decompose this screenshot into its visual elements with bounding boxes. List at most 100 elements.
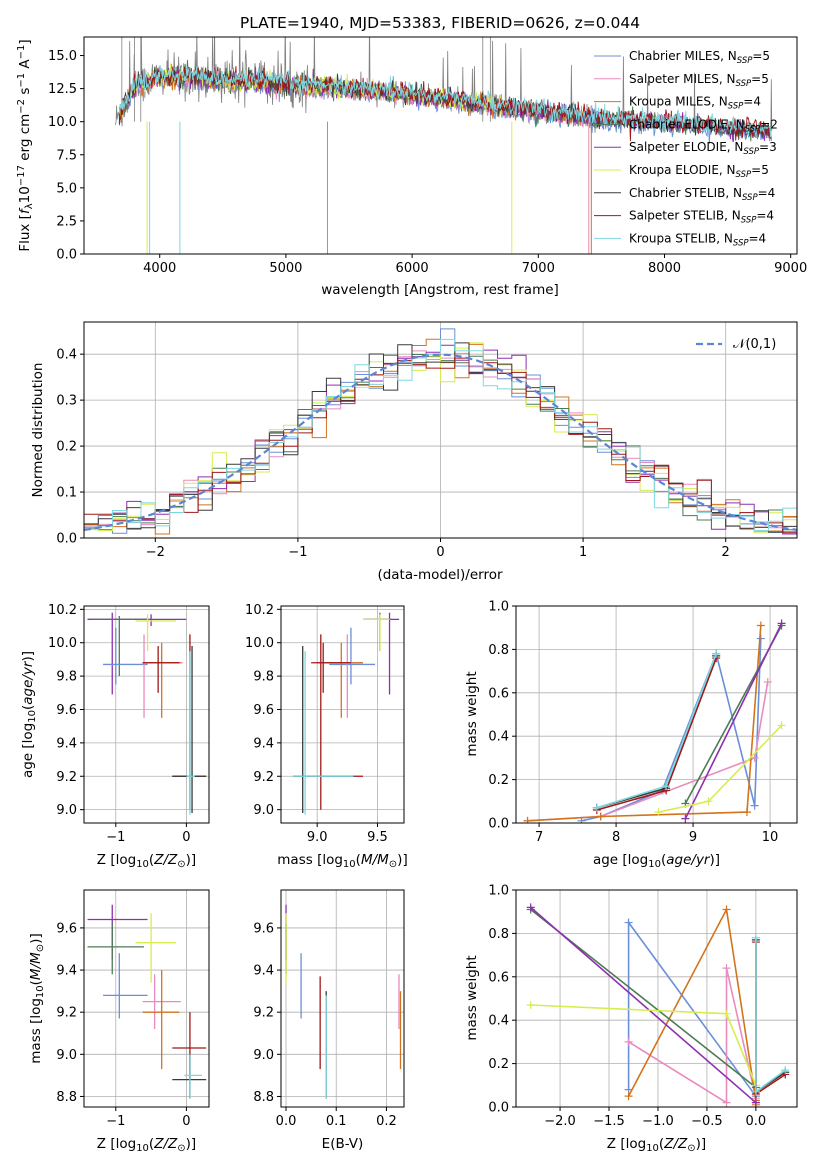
axes-frame bbox=[83, 889, 210, 1108]
legend-nssp-prefix: , N bbox=[720, 49, 737, 63]
errorbar-point bbox=[172, 1054, 207, 1099]
legend-label: 𝒩(0,1) bbox=[733, 337, 776, 352]
y-tick-label: 9.8 bbox=[56, 670, 77, 685]
errorbar-point bbox=[172, 634, 207, 810]
plot-area bbox=[84, 328, 797, 535]
y-label-part: mass [log bbox=[28, 998, 44, 1064]
x-axis-label: (data-model)/error bbox=[377, 567, 503, 583]
y-label-part: ( bbox=[28, 980, 44, 985]
y-tick-label: 5.0 bbox=[56, 181, 77, 196]
y-label-part: 10 bbox=[17, 186, 33, 203]
legend-entry: Kroupa STELIB, NSSP=4 bbox=[594, 231, 766, 248]
weight-marker bbox=[722, 905, 731, 914]
x-tick-label: 9.5 bbox=[367, 830, 388, 845]
plot-area bbox=[526, 903, 790, 1107]
weight-series bbox=[523, 677, 772, 823]
y-tick-label: 9.6 bbox=[253, 921, 274, 936]
y-label-part: s bbox=[17, 88, 33, 99]
legend-series-name: Kroupa STELIB bbox=[629, 231, 716, 245]
legend-entry: Salpeter ELODIE, NSSP=3 bbox=[594, 140, 777, 157]
weight-line bbox=[627, 906, 757, 1105]
weight-marker bbox=[592, 803, 601, 812]
weight-marker bbox=[722, 1009, 731, 1018]
panel-6: 0.0 0.1 0.2 8.8 9.0 9.2 9.4 9.6 E(B-V) bbox=[253, 889, 405, 1152]
y-tick-label: 0.0 bbox=[56, 532, 77, 547]
residual-histogram bbox=[84, 342, 797, 533]
y-axis-label: mass weight bbox=[464, 955, 480, 1040]
x-label-part: ⊙ bbox=[389, 859, 397, 870]
weight-series bbox=[577, 634, 765, 823]
legend-label: Chabrier STELIB, NSSP=4 bbox=[629, 186, 775, 203]
panel-7: −2.0 −1.5 −1.0 −0.5 0.0 0.0 0.2 0.4 0.6 0.8 1.0 Z [… bbox=[464, 884, 798, 1154]
x-axis-label: age [log10(age/yr)] bbox=[593, 852, 720, 870]
y-tick-label: 9.2 bbox=[253, 770, 274, 785]
y-tick-label: 0.6 bbox=[488, 686, 509, 701]
x-label-part: )] bbox=[186, 852, 197, 868]
y-label-part: f bbox=[17, 207, 33, 214]
residual-histogram bbox=[84, 342, 797, 534]
legend-nssp-value: =5 bbox=[751, 72, 769, 86]
weight-line bbox=[628, 967, 757, 1105]
errorbar-point bbox=[91, 616, 152, 677]
legend-entry: Salpeter STELIB, NSSP=4 bbox=[594, 209, 774, 226]
legend-nssp-value: =3 bbox=[759, 140, 777, 154]
weight-marker bbox=[777, 721, 786, 730]
y-tick-label: 9.0 bbox=[56, 803, 77, 818]
legend-nssp-value: =5 bbox=[752, 49, 770, 63]
y-tick-label: 8.8 bbox=[56, 1090, 77, 1105]
weight-line bbox=[596, 655, 717, 809]
y-tick-label: 9.0 bbox=[56, 1048, 77, 1063]
legend-nssp-prefix: , N bbox=[724, 209, 741, 223]
y-tick-label: 0.2 bbox=[56, 440, 77, 455]
x-tick-label: −1 bbox=[106, 1114, 125, 1129]
y-label-part: Flux [ bbox=[17, 214, 33, 252]
errorbar-point bbox=[317, 642, 363, 718]
legend-label: Kroupa ELODIE, NSSP=5 bbox=[629, 163, 769, 180]
y-axis-label: Flux [fλ10−17 erg cm−2 s−1 A−1] bbox=[16, 39, 35, 251]
weight-marker bbox=[742, 808, 751, 817]
legend-nssp-value: =4 bbox=[756, 209, 774, 223]
y-tick-label: 10.2 bbox=[48, 603, 77, 618]
weight-marker bbox=[751, 1087, 760, 1096]
axes-frame bbox=[515, 889, 798, 1108]
weight-marker bbox=[662, 782, 671, 791]
legend-entry: Chabrier STELIB, NSSP=4 bbox=[594, 186, 775, 203]
x-tick-label: −1 bbox=[288, 545, 307, 560]
y-axis-label: mass [log10(M/M⊙)] bbox=[28, 933, 46, 1063]
weight-line bbox=[596, 657, 717, 811]
y-tick-label: 9.0 bbox=[253, 803, 274, 818]
y-label-part: )] bbox=[20, 651, 36, 662]
y-tick-label: 9.0 bbox=[253, 1048, 274, 1063]
legend-nssp-sub: SSP bbox=[728, 102, 744, 112]
errorbar-point bbox=[363, 614, 390, 652]
x-tick-label: −1.5 bbox=[593, 1114, 625, 1129]
x-tick-label: 0 bbox=[436, 545, 444, 560]
legend-label: Chabrier MILES, NSSP=5 bbox=[629, 49, 770, 66]
y-tick-label: 0.0 bbox=[488, 817, 509, 832]
y-tick-label: 10.0 bbox=[245, 636, 274, 651]
errorbar-point bbox=[365, 612, 400, 695]
y-tick-label: 9.6 bbox=[253, 703, 274, 718]
x-label-part: Z/Z bbox=[663, 1136, 688, 1152]
errorbar-point bbox=[311, 642, 351, 693]
y-label-part: ( bbox=[20, 705, 36, 710]
legend-nssp-sub: SSP bbox=[733, 238, 749, 248]
errorbar-point bbox=[103, 953, 148, 1019]
weight-series bbox=[592, 654, 721, 814]
x-tick-label: 0.0 bbox=[276, 1114, 297, 1129]
x-label-part: Z [log bbox=[607, 1136, 646, 1152]
normal-curve bbox=[84, 353, 797, 531]
weight-marker bbox=[704, 797, 713, 806]
errorbar-point bbox=[103, 627, 148, 685]
errorbar-point bbox=[293, 634, 363, 810]
weight-marker bbox=[712, 649, 721, 658]
x-label-part: ( bbox=[659, 1136, 664, 1152]
plot-area bbox=[285, 904, 402, 1099]
weight-line bbox=[684, 623, 783, 820]
x-label-part: )] bbox=[710, 852, 721, 868]
x-label-part: )] bbox=[696, 1136, 707, 1152]
errorbar-point bbox=[293, 651, 354, 815]
legend-label: Salpeter ELODIE, NSSP=3 bbox=[629, 140, 777, 157]
